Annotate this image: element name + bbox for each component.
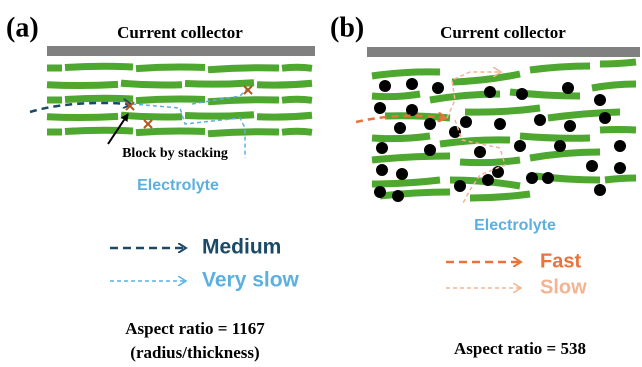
graphene-sheet — [605, 178, 636, 180]
particle — [494, 118, 506, 130]
graphene-sheet — [600, 130, 636, 131]
particle — [374, 186, 386, 198]
graphene-sheet — [65, 130, 133, 131]
graphene-sheet — [208, 100, 279, 102]
aspect-ratio: Aspect ratio = 1167 — [125, 319, 265, 338]
particle — [599, 112, 611, 124]
graphene-sheet — [380, 192, 450, 196]
particle — [424, 118, 436, 130]
graphene-sheet — [282, 67, 312, 68]
graphene-sheet — [47, 116, 118, 117]
particle — [454, 180, 466, 192]
particle — [614, 162, 626, 174]
legend-label: Very slow — [202, 269, 300, 292]
graphene-sheet — [530, 66, 590, 70]
graphene-sheet — [257, 115, 312, 117]
graphene-sheet — [185, 83, 254, 84]
graphene-sheet — [257, 83, 312, 85]
graphene-sheet — [65, 98, 133, 99]
graphene-sheet — [208, 132, 279, 134]
graphene-sheet — [121, 83, 182, 85]
particle — [484, 86, 496, 98]
particle — [406, 78, 418, 90]
graphene-sheet — [282, 131, 312, 132]
particle — [424, 144, 436, 156]
panel-label: (b) — [330, 12, 364, 43]
graphene-sheet — [465, 108, 540, 112]
collector-label: Current collector — [440, 23, 566, 42]
electrolyte-label: Electrolyte — [474, 217, 556, 234]
current-collector — [367, 47, 640, 57]
graphene-sheet — [47, 84, 118, 85]
block-note: Block by stacking — [122, 146, 228, 161]
electrolyte-label: Electrolyte — [137, 177, 219, 194]
panel-label: (a) — [6, 12, 39, 43]
graphene-sheet — [185, 115, 254, 116]
graphene-sheet — [136, 131, 205, 133]
graphene-sheet — [208, 68, 279, 70]
graphene-sheet — [592, 84, 636, 88]
particle — [376, 142, 388, 154]
aspect-note: (radius/thickness) — [130, 343, 259, 362]
particle — [374, 102, 386, 114]
particle — [379, 80, 391, 92]
particle — [514, 140, 526, 152]
particle — [534, 114, 546, 126]
particle — [392, 190, 404, 202]
graphene-sheet — [372, 94, 420, 97]
graphene-sheet — [440, 140, 510, 144]
particle — [564, 120, 576, 132]
particle — [474, 146, 486, 158]
block-marks — [126, 86, 252, 128]
graphene-sheet — [460, 160, 520, 163]
graphene-sheet — [65, 66, 133, 67]
collector-label: Current collector — [117, 23, 243, 42]
aspect-ratio: Aspect ratio = 538 — [454, 339, 586, 358]
graphene-sheet — [530, 152, 600, 158]
graphene-sheet — [372, 180, 440, 184]
particle — [482, 174, 494, 186]
legend-label: Fast — [540, 250, 581, 272]
graphene-sheet — [600, 62, 636, 64]
figure: (a) Current collector Block by stacking … — [0, 0, 642, 367]
particle — [586, 160, 598, 172]
graphene-sheet — [520, 136, 590, 138]
particle — [594, 94, 606, 106]
legend-label: Medium — [202, 236, 281, 259]
particle — [449, 126, 461, 138]
medium-path — [30, 103, 130, 112]
particle — [562, 82, 574, 94]
graphene-sheet — [136, 99, 205, 101]
sheets — [47, 62, 636, 202]
graphene-sheet — [282, 99, 312, 100]
particle — [516, 88, 528, 100]
particle — [460, 116, 472, 128]
particle — [542, 172, 554, 184]
graphene-sheet — [372, 156, 450, 160]
particle — [614, 140, 626, 152]
graphene-sheet — [372, 72, 440, 76]
particle — [432, 82, 444, 94]
particle — [394, 122, 406, 134]
particle — [526, 172, 538, 184]
current-collector — [47, 46, 315, 56]
graphene-sheet — [470, 194, 530, 198]
particle — [396, 168, 408, 180]
graphene-sheet — [372, 136, 430, 139]
legend-label: Slow — [540, 276, 587, 298]
particle — [376, 164, 388, 176]
graphene-sheet — [136, 67, 205, 69]
graphene-sheet — [121, 115, 182, 117]
particle — [594, 184, 606, 196]
particle — [406, 104, 418, 116]
particle — [554, 140, 566, 152]
